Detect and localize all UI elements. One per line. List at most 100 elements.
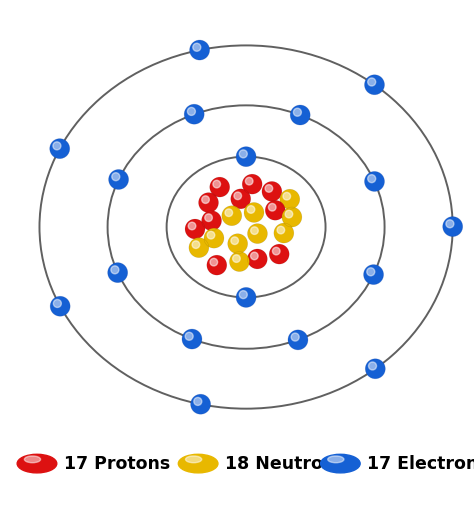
Circle shape: [446, 220, 454, 228]
Circle shape: [283, 192, 297, 206]
Circle shape: [367, 268, 375, 276]
Circle shape: [283, 192, 291, 200]
Circle shape: [245, 177, 259, 191]
Circle shape: [201, 211, 221, 231]
Circle shape: [225, 209, 233, 216]
Circle shape: [365, 75, 384, 95]
Circle shape: [188, 222, 202, 236]
Circle shape: [185, 332, 193, 340]
Circle shape: [187, 107, 195, 116]
Circle shape: [191, 394, 210, 414]
Circle shape: [242, 174, 262, 194]
Circle shape: [239, 150, 247, 158]
Circle shape: [210, 258, 218, 266]
Circle shape: [190, 40, 210, 60]
Circle shape: [236, 287, 256, 307]
Circle shape: [288, 330, 308, 350]
Text: www.alamy.com: www.alamy.com: [399, 514, 460, 523]
Circle shape: [250, 227, 264, 241]
Circle shape: [205, 214, 219, 228]
Circle shape: [285, 210, 299, 224]
Circle shape: [280, 189, 300, 209]
Ellipse shape: [24, 456, 41, 463]
Circle shape: [231, 237, 245, 251]
Circle shape: [251, 252, 258, 260]
Circle shape: [54, 299, 61, 307]
Circle shape: [368, 78, 376, 86]
Circle shape: [250, 252, 264, 266]
Circle shape: [50, 296, 70, 316]
Text: 17 Protons: 17 Protons: [64, 455, 170, 473]
Circle shape: [213, 180, 220, 188]
Circle shape: [364, 265, 383, 285]
Circle shape: [204, 228, 224, 248]
Circle shape: [192, 241, 200, 249]
Circle shape: [207, 231, 215, 239]
Circle shape: [229, 251, 249, 271]
Circle shape: [199, 193, 219, 213]
Circle shape: [277, 226, 291, 240]
Circle shape: [228, 234, 248, 253]
Circle shape: [207, 231, 221, 245]
Circle shape: [232, 254, 246, 269]
Circle shape: [222, 206, 242, 225]
Circle shape: [192, 241, 206, 254]
Circle shape: [272, 247, 286, 261]
Circle shape: [210, 177, 230, 197]
Circle shape: [293, 108, 301, 116]
Circle shape: [194, 398, 202, 406]
Circle shape: [368, 175, 376, 183]
Circle shape: [443, 216, 463, 237]
Ellipse shape: [320, 454, 360, 473]
Ellipse shape: [17, 454, 57, 473]
Circle shape: [184, 104, 204, 124]
Circle shape: [247, 206, 255, 213]
Circle shape: [244, 202, 264, 222]
Circle shape: [207, 255, 227, 275]
Circle shape: [109, 169, 128, 190]
Ellipse shape: [185, 456, 202, 463]
Circle shape: [268, 203, 282, 217]
Circle shape: [201, 195, 216, 210]
Circle shape: [277, 227, 285, 234]
Circle shape: [285, 210, 293, 218]
Circle shape: [239, 290, 247, 299]
Circle shape: [265, 185, 273, 192]
Circle shape: [236, 147, 256, 167]
Ellipse shape: [328, 456, 344, 463]
Circle shape: [265, 200, 285, 220]
Circle shape: [368, 362, 376, 370]
Circle shape: [189, 238, 209, 258]
Circle shape: [50, 139, 70, 158]
Circle shape: [247, 224, 267, 243]
Circle shape: [365, 172, 384, 192]
Circle shape: [265, 184, 279, 199]
Circle shape: [185, 219, 205, 239]
Circle shape: [247, 205, 261, 220]
Circle shape: [251, 227, 258, 234]
Circle shape: [210, 258, 224, 272]
Circle shape: [273, 247, 280, 255]
Circle shape: [205, 214, 212, 221]
Circle shape: [233, 255, 240, 262]
Text: Image ID: HG7YJT: Image ID: HG7YJT: [392, 500, 460, 509]
Circle shape: [234, 192, 242, 200]
Circle shape: [182, 329, 202, 349]
Circle shape: [262, 182, 282, 201]
Circle shape: [225, 209, 239, 223]
Circle shape: [290, 105, 310, 125]
Circle shape: [365, 359, 385, 379]
Circle shape: [268, 203, 276, 211]
Circle shape: [112, 173, 120, 181]
Text: 18 Neutrons: 18 Neutrons: [225, 455, 346, 473]
Circle shape: [213, 180, 227, 194]
Circle shape: [231, 237, 238, 244]
Circle shape: [234, 192, 248, 206]
Ellipse shape: [178, 454, 218, 473]
Text: 17 Electrons: 17 Electrons: [367, 455, 474, 473]
Circle shape: [231, 189, 251, 209]
Circle shape: [274, 223, 294, 243]
Circle shape: [246, 177, 253, 185]
Circle shape: [202, 196, 210, 203]
Circle shape: [291, 333, 299, 341]
